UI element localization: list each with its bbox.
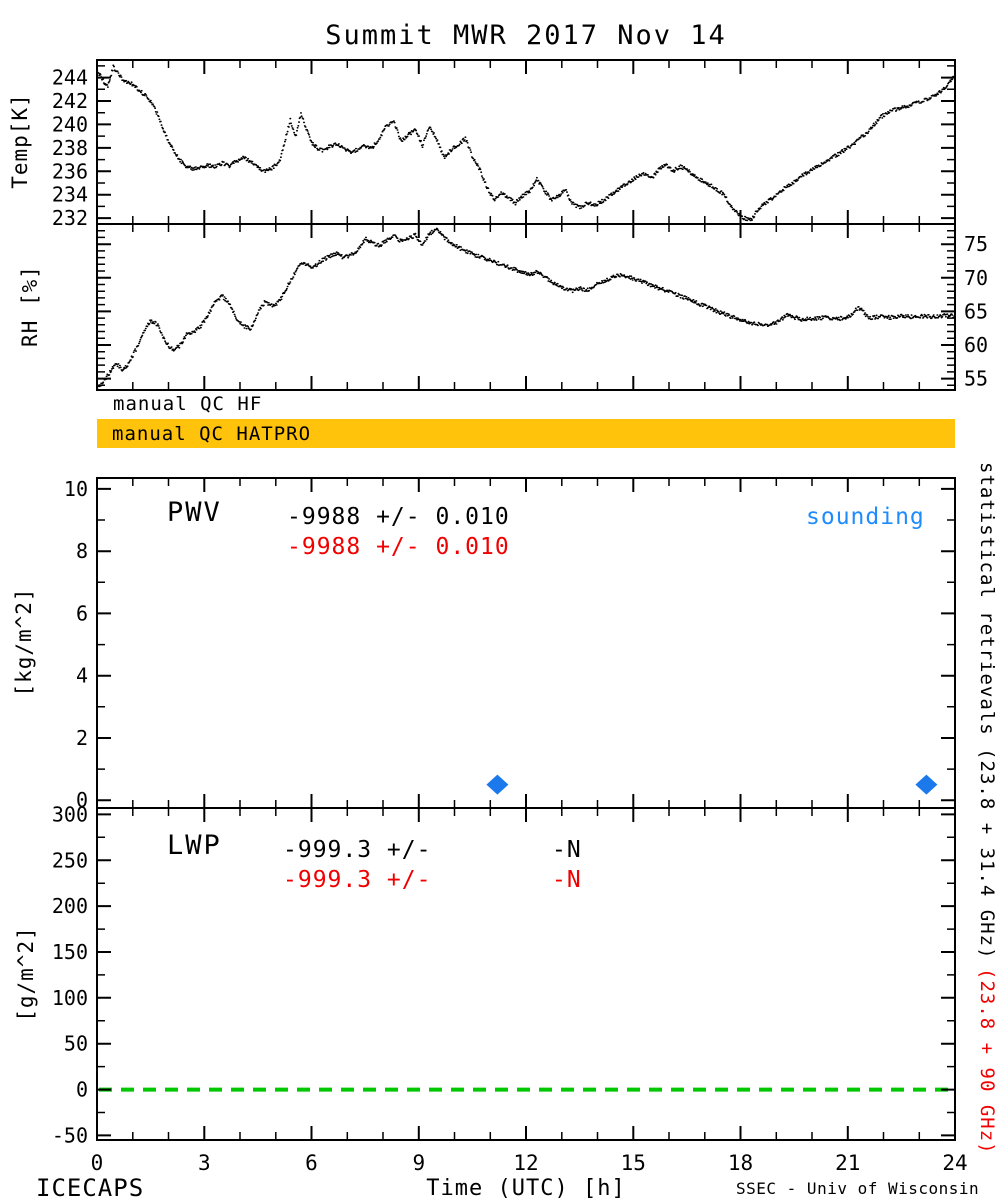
svg-text:232: 232 bbox=[52, 206, 88, 230]
svg-text:250: 250 bbox=[52, 848, 88, 872]
lwp-stats-black: -999.3 +/- bbox=[283, 837, 432, 863]
svg-text:9: 9 bbox=[412, 1151, 425, 1175]
lwp-stats-red: -999.3 +/- bbox=[283, 867, 432, 893]
svg-text:240: 240 bbox=[52, 112, 88, 136]
svg-text:21: 21 bbox=[835, 1151, 860, 1175]
svg-text:234: 234 bbox=[52, 183, 88, 207]
svg-text:65: 65 bbox=[964, 299, 988, 323]
sounding-legend: sounding bbox=[806, 504, 925, 530]
svg-text:-50: -50 bbox=[52, 1123, 88, 1147]
svg-text:3: 3 bbox=[198, 1151, 211, 1175]
svg-text:55: 55 bbox=[964, 367, 988, 391]
svg-text:6: 6 bbox=[76, 601, 88, 625]
svg-text:0: 0 bbox=[76, 788, 88, 812]
svg-text:2: 2 bbox=[76, 726, 88, 750]
svg-text:6: 6 bbox=[305, 1151, 318, 1175]
svg-text:4: 4 bbox=[76, 664, 88, 688]
svg-text:24: 24 bbox=[942, 1151, 967, 1175]
right-axis-caption: statistical retrievals (23.8 + 31.4 GHz)… bbox=[976, 462, 998, 1154]
plot-title: Summit MWR 2017 Nov 14 bbox=[325, 20, 727, 51]
svg-text:150: 150 bbox=[52, 940, 88, 964]
svg-text:12: 12 bbox=[513, 1151, 538, 1175]
svg-text:50: 50 bbox=[64, 1032, 88, 1056]
pwv-stats-red: -9988 +/- 0.010 bbox=[287, 534, 510, 560]
credit-label: SSEC - Univ of Wisconsin bbox=[736, 1179, 980, 1198]
rh-axis-label: RH [%] bbox=[18, 265, 42, 347]
retrieval-caption-red: (23.8 + 90 GHz) bbox=[976, 967, 998, 1155]
svg-text:18: 18 bbox=[728, 1151, 753, 1175]
svg-text:10: 10 bbox=[64, 477, 88, 501]
lwp-axis-label: [g/m^2] bbox=[14, 926, 38, 1022]
lwp-label: LWP bbox=[167, 830, 222, 861]
svg-text:0: 0 bbox=[76, 1078, 88, 1102]
qc-hatpro-label: manual QC HATPRO bbox=[112, 422, 312, 445]
svg-text:70: 70 bbox=[964, 266, 988, 290]
pwv-label: PWV bbox=[167, 497, 222, 528]
lwp-stats-black-n: -N bbox=[552, 837, 582, 863]
pwv-stats-black: -9988 +/- 0.010 bbox=[287, 504, 510, 530]
icecaps-label: ICECAPS bbox=[36, 1174, 145, 1202]
svg-text:75: 75 bbox=[964, 232, 988, 256]
svg-text:15: 15 bbox=[621, 1151, 646, 1175]
svg-text:300: 300 bbox=[52, 802, 88, 826]
svg-text:60: 60 bbox=[964, 333, 988, 357]
retrieval-caption-black: statistical retrievals (23.8 + 31.4 GHz) bbox=[976, 462, 998, 960]
lwp-stats-red-n: -N bbox=[552, 867, 582, 893]
svg-text:242: 242 bbox=[52, 89, 88, 113]
svg-text:238: 238 bbox=[52, 136, 88, 160]
pwv-axis-label: [kg/m^2] bbox=[12, 587, 36, 697]
svg-text:0: 0 bbox=[91, 1151, 104, 1175]
qc-hf-label: manual QC HF bbox=[113, 393, 263, 415]
svg-text:244: 244 bbox=[52, 66, 88, 90]
time-axis-label: Time (UTC) [h] bbox=[426, 1176, 626, 1201]
svg-text:200: 200 bbox=[52, 894, 88, 918]
svg-text:100: 100 bbox=[52, 986, 88, 1010]
svg-text:236: 236 bbox=[52, 159, 88, 183]
qc-hatpro-bar: manual QC HATPRO bbox=[97, 419, 955, 448]
svg-text:8: 8 bbox=[76, 539, 88, 563]
